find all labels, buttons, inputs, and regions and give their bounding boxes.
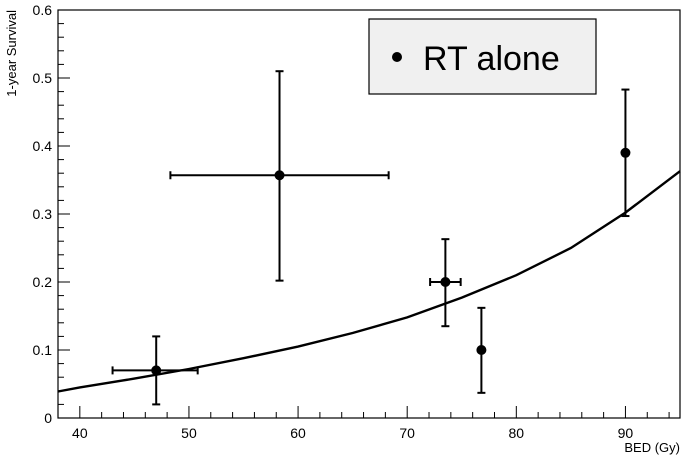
data-marker — [476, 345, 487, 355]
legend-box — [368, 18, 597, 95]
x-tick-label: 40 — [72, 425, 88, 441]
x-tick-label: 80 — [509, 425, 525, 441]
y-tick-label: 0.6 — [33, 2, 53, 18]
y-tick-label: 0.1 — [33, 342, 53, 358]
legend: RT alone — [368, 18, 597, 95]
legend-marker — [392, 52, 402, 62]
data-marker — [151, 365, 162, 376]
data-points-layer — [111, 70, 631, 406]
fit-curve — [57, 170, 681, 393]
y-tick-label: 0.4 — [33, 138, 53, 154]
x-axis-title: BED (Gy) — [624, 440, 680, 455]
data-marker — [274, 170, 285, 181]
x-tick-label: 60 — [290, 425, 306, 441]
data-point — [111, 335, 199, 406]
data-point — [476, 306, 487, 394]
data-marker — [440, 277, 451, 287]
y-axis-title: 1-year Survival — [4, 10, 19, 97]
data-point — [620, 88, 631, 218]
y-tick-label: 0 — [44, 410, 52, 426]
fit-curve-layer — [57, 170, 681, 393]
data-point — [169, 70, 390, 282]
axes: 40 50 60 70 80 90 0 0.1 0.2 0.3 0.4 0.5 0.6 BED (Gy) 1… — [4, 2, 680, 455]
x-tick-label: 50 — [181, 425, 197, 441]
data-marker — [620, 147, 631, 158]
data-point — [429, 238, 462, 328]
y-tick-label: 0.5 — [33, 70, 53, 86]
x-tick-label: 70 — [399, 425, 415, 441]
legend-label: RT alone — [423, 40, 560, 78]
y-tick-label: 0.2 — [33, 274, 53, 290]
y-tick-label: 0.3 — [33, 206, 53, 222]
x-tick-label: 90 — [618, 425, 634, 441]
